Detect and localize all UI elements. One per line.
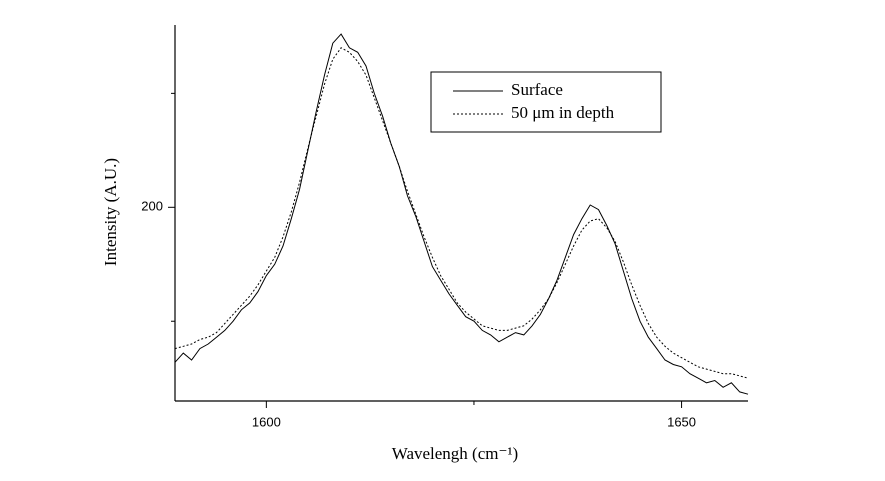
x-axis-label: Wavelengh (cm⁻¹) [392, 444, 518, 463]
legend-box [430, 71, 662, 133]
y-axis-label: Intensity (A.U.) [101, 158, 120, 266]
x-tick-label: 1650 [667, 414, 696, 429]
y-tick-label: 200 [141, 199, 163, 214]
x-tick-label: 1600 [252, 414, 281, 429]
legend-label: Surface [511, 80, 563, 99]
legend-label: 50 μm in depth [511, 103, 615, 122]
series-line [174, 47, 749, 379]
series-line [174, 33, 749, 395]
